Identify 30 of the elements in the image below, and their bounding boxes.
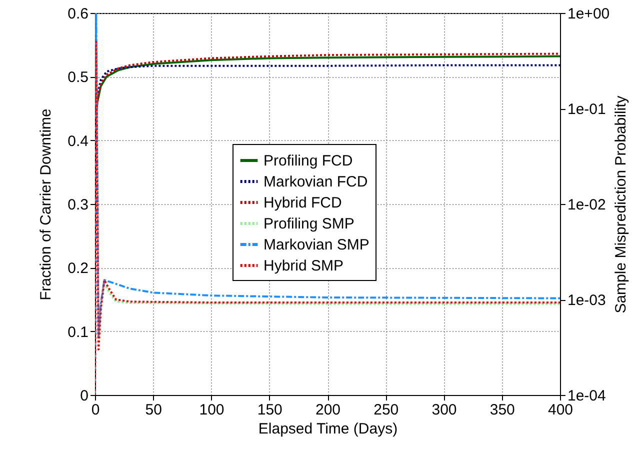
legend-label: Profiling SMP (264, 216, 354, 232)
x-tick-label: 0 (91, 402, 100, 418)
y-tick-label: 0.4 (68, 132, 88, 150)
y-tick-label: 0.1 (68, 324, 88, 341)
legend-label: Hybrid SMP (264, 258, 344, 274)
x-tick-label: 150 (257, 402, 282, 418)
x-axis-title: Elapsed Time (Days) (258, 420, 398, 438)
legend-label: Profiling FCD (264, 152, 353, 170)
x-tick-label: 350 (490, 402, 515, 418)
y2-axis-title: Sample Misprediction Probability (612, 95, 630, 314)
legend-label: Markovian SMP (264, 236, 370, 254)
y2-tick-label: 1e-04 (568, 388, 606, 404)
legend-label: Markovian FCD (264, 174, 368, 190)
y2-tick-label: 1e+00 (568, 6, 610, 22)
y-tick-label: 0.3 (68, 196, 88, 214)
y2-tick-label: 1e-01 (568, 101, 606, 118)
x-tick-label: 250 (374, 402, 399, 418)
x-tick-label: 50 (145, 402, 162, 418)
x-tick-label: 400 (548, 402, 574, 418)
legend-label: Hybrid FCD (264, 194, 342, 212)
y-tick-label: 0.6 (68, 6, 88, 22)
x-tick-label: 300 (432, 402, 457, 418)
y2-tick-label: 1e-02 (568, 196, 606, 214)
y-axis-title: Fraction of Carrier Downtime (38, 108, 55, 300)
y-tick-label: 0.5 (68, 69, 88, 86)
y2-tick-label: 1e-03 (568, 292, 606, 309)
y-tick-label: 0.2 (68, 260, 88, 278)
x-tick-label: 200 (315, 402, 341, 418)
y-tick-label: 0 (80, 388, 88, 404)
x-tick-label: 100 (199, 402, 224, 418)
